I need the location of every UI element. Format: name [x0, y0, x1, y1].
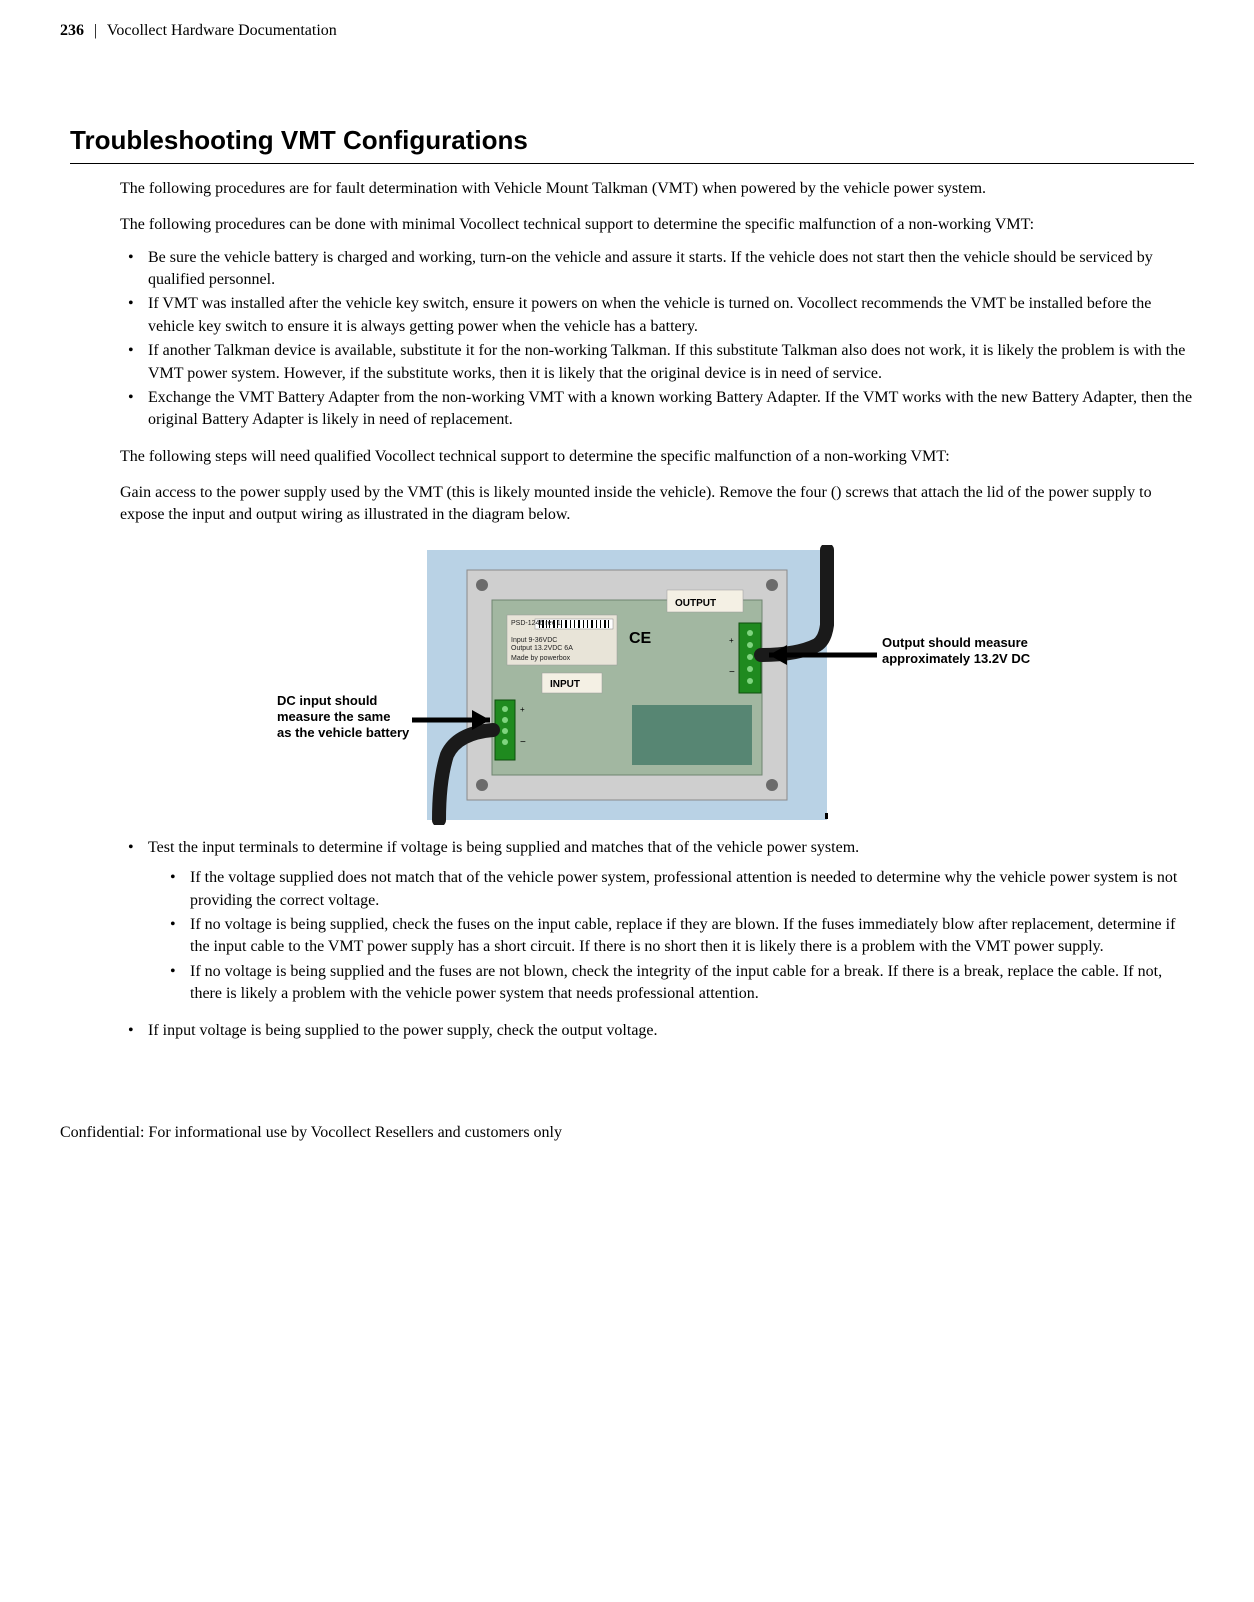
figure-right-caption-1: Output should measure: [882, 635, 1028, 650]
nested-bullet-list: If the voltage supplied does not match t…: [162, 867, 1194, 1005]
section-title: Troubleshooting VMT Configurations: [70, 122, 1194, 163]
list-item: If another Talkman device is available, …: [120, 340, 1194, 385]
label-text: Made by powerbox: [511, 655, 571, 662]
list-item: If no voltage is being supplied, check t…: [162, 914, 1194, 959]
doc-title: Vocollect Hardware Documentation: [107, 22, 337, 39]
output-label: OUTPUT: [675, 598, 716, 609]
screw-hole-icon: [766, 579, 778, 591]
screw-hole-icon: [476, 579, 488, 591]
label-text: PSD-1246 rev 1: [511, 620, 561, 627]
figure-right-caption-2: approximately 13.2V DC: [882, 651, 1031, 666]
figure-left-caption-1: DC input should: [277, 693, 377, 708]
list-item: Test the input terminals to determine if…: [120, 837, 1194, 1006]
stray-mark: [825, 813, 828, 819]
list-item: If the voltage supplied does not match t…: [162, 867, 1194, 912]
info-block: [632, 705, 752, 765]
screw-hole-icon: [476, 779, 488, 791]
label-text: Output 13.2VDC 6A: [511, 645, 573, 652]
intro-paragraph-1: The following procedures are for fault d…: [120, 178, 1194, 200]
label-text: Input 9-36VDC: [511, 637, 557, 644]
polarity-minus: −: [520, 737, 526, 748]
intro-paragraph-2: The following procedures can be done wit…: [120, 214, 1194, 236]
bullet-list-b: Test the input terminals to determine if…: [120, 837, 1194, 1042]
page-number: 236: [60, 22, 84, 39]
list-item: If input voltage is being supplied to th…: [120, 1020, 1194, 1042]
polarity-plus: +: [729, 636, 734, 645]
page-header: 236 | Vocollect Hardware Documentation: [60, 20, 1194, 42]
list-item: Exchange the VMT Battery Adapter from th…: [120, 387, 1194, 432]
polarity-minus: −: [729, 667, 735, 678]
page-footer: Confidential: For informational use by V…: [60, 1122, 1194, 1144]
input-label: INPUT: [550, 679, 580, 690]
figure-left-caption-2: measure the same: [277, 709, 390, 724]
screw-hole-icon: [766, 779, 778, 791]
list-item: If VMT was installed after the vehicle k…: [120, 293, 1194, 338]
header-divider: |: [94, 22, 97, 39]
bullet-list-a: Be sure the vehicle battery is charged a…: [120, 247, 1194, 432]
content-body: The following procedures are for fault d…: [120, 178, 1194, 1042]
figure-left-caption-3: as the vehicle battery: [277, 725, 410, 740]
figure-wrap: PSD-1246 rev 1 Input 9-36VDC Output 13.2…: [120, 545, 1194, 825]
mid-paragraph-2: Gain access to the power supply used by …: [120, 482, 1194, 527]
mid-paragraph-1: The following steps will need qualified …: [120, 446, 1194, 468]
ce-mark-icon: CE: [629, 630, 652, 647]
list-item: Be sure the vehicle battery is charged a…: [120, 247, 1194, 292]
list-item-text: Test the input terminals to determine if…: [148, 839, 859, 856]
list-item: If no voltage is being supplied and the …: [162, 961, 1194, 1006]
power-supply-figure: PSD-1246 rev 1 Input 9-36VDC Output 13.2…: [277, 545, 1037, 825]
polarity-plus: +: [520, 705, 525, 714]
